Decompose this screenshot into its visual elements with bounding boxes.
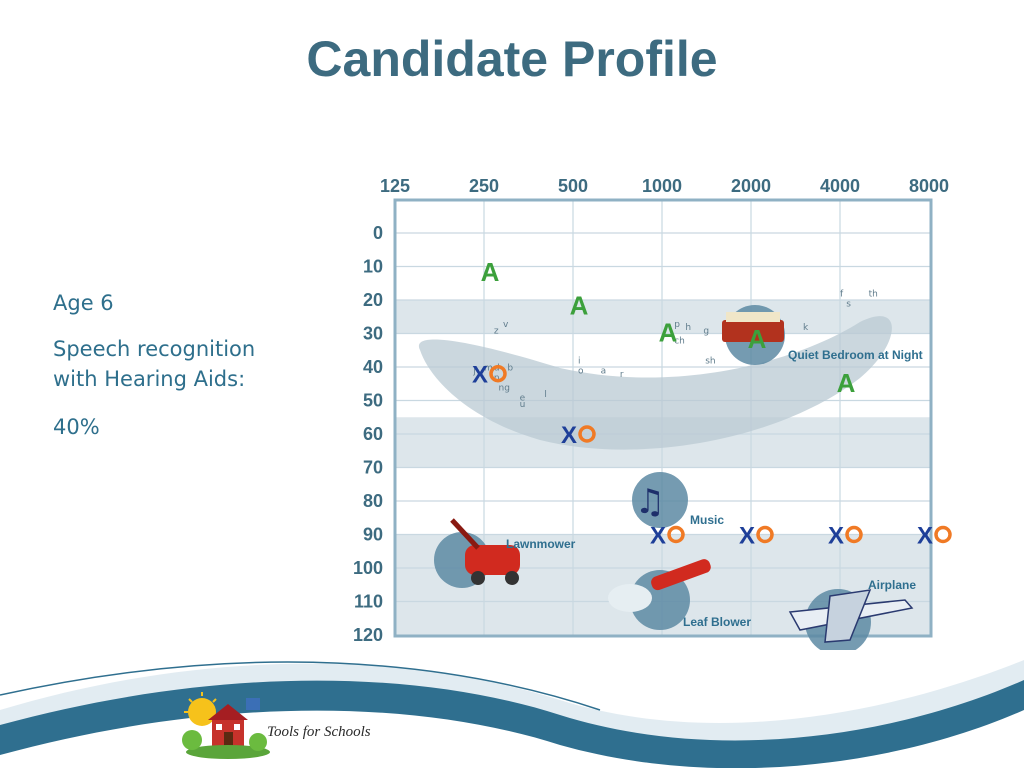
y-tick-label: 50 <box>363 391 383 411</box>
y-tick-label: 100 <box>353 558 383 578</box>
speech-sound-label: b <box>507 363 513 373</box>
music-note-glyph: ♫ <box>635 482 665 522</box>
left-ear-x-marker: X <box>828 523 844 550</box>
speech-sound-label: n <box>494 373 500 383</box>
y-tick-label: 70 <box>363 458 383 478</box>
speech-sound-label: s <box>846 300 851 310</box>
y-tick-label: 120 <box>353 625 383 645</box>
speech-sound-label: l <box>544 390 547 400</box>
speech-sound-label: e <box>520 394 526 404</box>
speech-sound-label: th <box>869 290 878 300</box>
y-tick-label: 10 <box>363 257 383 277</box>
x-tick-label: 8000 <box>909 176 949 196</box>
speech-recognition-text: Speech recognition with Hearing Aids: <box>53 337 256 391</box>
speech-sound-label: f <box>840 290 844 300</box>
left-ear-x-marker: X <box>472 362 488 389</box>
lawnmower-body <box>465 545 520 575</box>
left-ear-x-marker: X <box>917 523 933 550</box>
speech-sound-label: u <box>520 400 526 410</box>
x-tick-label: 4000 <box>820 176 860 196</box>
right-ear-o-marker <box>667 525 685 544</box>
x-tick-label: 125 <box>380 176 410 196</box>
x-tick-label: 2000 <box>731 176 771 196</box>
y-tick-label: 30 <box>363 324 383 344</box>
audiogram-chart: 125 250 500 1000 2000 4000 8000 0 10 20 30 40 50 60 70… <box>353 176 952 650</box>
age-text: Age 6 <box>53 291 114 315</box>
bed-pillow <box>726 312 780 322</box>
speech-sound-label: k <box>803 323 809 333</box>
speech-sound-label: j <box>472 367 476 377</box>
right-ear-o-marker <box>578 425 596 443</box>
speech-sound-label: i <box>578 357 581 367</box>
plot-border <box>393 198 933 638</box>
right-ear-o-marker <box>845 525 863 544</box>
airplane-wing <box>824 589 872 643</box>
bed-shape <box>722 320 784 342</box>
aided-threshold-marker: A <box>837 368 856 398</box>
left-ear-x-marker: X <box>561 422 577 449</box>
leaf-blower-cloud <box>608 584 652 612</box>
sound-label: Music <box>690 513 724 527</box>
speech-sound-label: v <box>503 320 509 330</box>
y-tick-label: 90 <box>363 525 383 545</box>
speech-sound-label: o <box>578 367 584 377</box>
y-tick-label: 110 <box>354 592 383 612</box>
left-ear-x-marker: X <box>739 523 755 550</box>
y-tick-label: 80 <box>363 491 383 511</box>
speech-sound-label: sh <box>705 357 715 367</box>
speech-sound-label: r <box>620 370 624 380</box>
speech-sound-label: z <box>494 327 499 337</box>
x-tick-label: 1000 <box>642 176 682 196</box>
page-title: Candidate Profile <box>306 31 718 87</box>
logo-text: Tools for Schools <box>267 724 371 740</box>
speech-sound-label: a <box>601 367 607 377</box>
lawnmower-wheel <box>471 571 485 585</box>
y-tick-label: 0 <box>373 223 383 243</box>
right-ear-o-marker <box>756 525 774 544</box>
aided-threshold-marker: A <box>570 291 589 321</box>
y-tick-label: 40 <box>363 357 383 377</box>
tools-for-schools-logo: Tools for Schools <box>180 690 390 760</box>
left-ear-x-marker: X <box>650 523 666 550</box>
music-notes-icon <box>632 472 688 528</box>
right-ear-o-marker <box>934 525 952 544</box>
sound-label: Quiet Bedroom at Night <box>788 348 923 362</box>
y-tick-label: 20 <box>363 290 383 310</box>
y-tick-label: 60 <box>363 424 383 444</box>
speech-sound-label: m <box>484 363 493 373</box>
percent-text: 40% <box>53 415 100 439</box>
speech-sound-label: p <box>674 320 680 330</box>
right-ear-o-marker <box>489 364 507 383</box>
sound-label: Lawnmower <box>506 537 576 551</box>
x-tick-label: 500 <box>558 176 588 196</box>
aided-threshold-marker: A <box>659 318 678 348</box>
speech-banana <box>418 316 892 450</box>
lawnmower-wheel <box>505 571 519 585</box>
lawnmower-handle <box>450 518 480 550</box>
speech-sound-label: ng <box>499 383 510 393</box>
aided-threshold-marker: A <box>481 257 500 287</box>
aided-threshold-marker: A <box>748 324 767 354</box>
speech-sound-label: g <box>703 327 709 337</box>
leaf-blower-body <box>651 559 711 591</box>
sound-label: Airplane <box>868 578 916 592</box>
x-tick-label: 250 <box>469 176 499 196</box>
footer-wave <box>0 660 1024 768</box>
speech-sound-label: h <box>685 323 691 333</box>
sound-label: Leaf Blower <box>683 615 751 629</box>
leaf-blower-icon <box>630 570 690 630</box>
speech-sound-label: ch <box>674 337 685 347</box>
